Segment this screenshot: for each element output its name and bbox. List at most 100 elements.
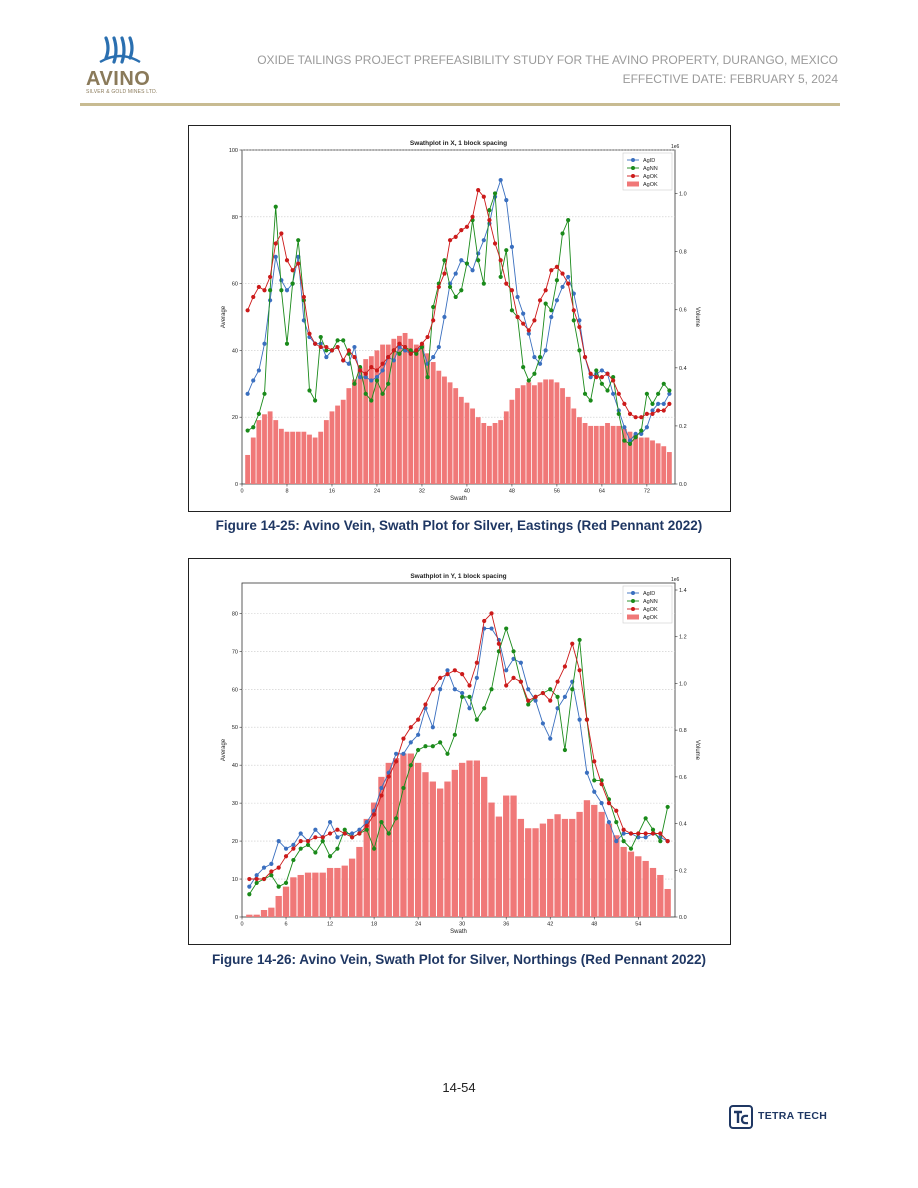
volume-bar xyxy=(642,860,649,917)
y-tick-label: 40 xyxy=(232,763,238,769)
volume-bar xyxy=(481,423,487,484)
data-point-agok xyxy=(464,224,470,229)
chart-title: Swathplot in X, 1 block spacing xyxy=(410,140,507,147)
data-point-agid xyxy=(459,258,464,263)
data-point-agok xyxy=(526,328,531,333)
legend-bar-swatch xyxy=(627,181,639,187)
data-point-agid xyxy=(470,268,475,273)
data-point-agid xyxy=(474,675,479,680)
x-tick-label: 24 xyxy=(415,922,421,928)
data-point-agnn xyxy=(318,334,323,340)
swath-chart-y: 0 6 12 18 24 30 36 42 48 54 0 10 20 30 40 50 60 70 80 0.0 0.… xyxy=(221,573,700,935)
data-point-agnn xyxy=(467,694,472,699)
volume-bar xyxy=(475,417,481,484)
figure-frame-2: 0 6 12 18 24 30 36 42 48 54 0 10 20 30 40 50 60 70 80 0.0 0.… xyxy=(188,558,731,945)
data-point-agnn xyxy=(453,294,458,300)
data-point-agok xyxy=(560,271,565,276)
volume-bar xyxy=(525,828,532,917)
data-point-agid xyxy=(402,348,408,353)
data-point-agid xyxy=(526,331,531,336)
data-point-agnn xyxy=(397,351,402,356)
legend-label: AgOK xyxy=(643,607,658,613)
data-point-agnn xyxy=(284,341,290,346)
data-point-agok xyxy=(498,258,503,263)
volume-bar xyxy=(627,851,635,917)
volume-bar xyxy=(515,388,520,484)
volume-bar xyxy=(565,396,571,484)
data-point-agnn xyxy=(335,338,340,343)
data-point-agid xyxy=(498,177,503,183)
data-point-agid xyxy=(445,668,450,673)
y2-tick-label: 0.8 xyxy=(679,728,687,734)
data-point-agok xyxy=(279,231,284,236)
legend-label: AgID xyxy=(643,591,655,597)
data-point-agok xyxy=(273,241,278,246)
y-tick-label: 0 xyxy=(235,915,238,921)
data-point-agnn xyxy=(363,391,368,396)
volume-bar xyxy=(385,762,392,917)
data-point-agnn xyxy=(526,702,531,707)
x-tick-label: 24 xyxy=(374,489,380,495)
data-point-agok xyxy=(335,344,340,350)
data-point-agid xyxy=(577,717,582,722)
data-point-agnn xyxy=(665,804,670,810)
data-point-agok xyxy=(438,675,443,680)
data-point-agnn xyxy=(644,391,649,396)
volume-bar xyxy=(282,886,290,917)
data-point-agid xyxy=(327,820,333,825)
volume-bar xyxy=(582,423,588,484)
data-point-agok xyxy=(588,371,593,376)
y-tick-label: 60 xyxy=(232,282,238,288)
volume-bar xyxy=(250,437,256,484)
data-point-agid xyxy=(380,368,385,373)
data-point-agnn xyxy=(571,318,576,323)
data-point-agok xyxy=(261,876,267,882)
data-point-agnn xyxy=(262,391,267,396)
data-point-agok xyxy=(256,284,261,290)
data-point-agok xyxy=(425,334,430,340)
volume-bar xyxy=(407,753,414,917)
data-point-agid xyxy=(357,375,363,380)
volume-bar xyxy=(307,434,312,484)
data-point-agid xyxy=(554,298,560,303)
volume-bar xyxy=(370,802,378,917)
data-point-agok xyxy=(296,261,301,266)
data-point-agnn xyxy=(313,850,318,855)
volume-bar xyxy=(593,425,599,484)
volume-bar xyxy=(466,760,473,917)
data-point-agnn xyxy=(643,816,648,821)
data-point-agid xyxy=(533,698,538,703)
volume-bar xyxy=(422,772,429,917)
data-point-agok xyxy=(622,401,627,406)
data-point-agnn xyxy=(320,838,325,844)
volume-bar xyxy=(576,811,583,917)
data-point-agnn xyxy=(509,308,515,313)
data-point-agok xyxy=(656,408,661,413)
data-point-agnn xyxy=(489,687,494,692)
volume-bar xyxy=(442,376,447,484)
data-point-agnn xyxy=(650,401,655,406)
y-tick-label: 100 xyxy=(229,148,238,154)
data-point-agok xyxy=(614,808,619,813)
data-point-agid xyxy=(650,408,655,413)
data-point-agok xyxy=(276,865,281,870)
volume-bar xyxy=(340,399,346,484)
x-tick-label: 40 xyxy=(464,489,470,495)
volume-bar xyxy=(391,338,397,484)
data-point-agnn xyxy=(431,304,436,310)
data-point-agid xyxy=(592,789,597,794)
data-point-agid xyxy=(279,278,284,283)
data-point-agnn xyxy=(324,348,329,353)
x-tick-label: 30 xyxy=(459,922,465,928)
data-point-agok xyxy=(482,618,487,624)
legend-marker xyxy=(631,166,635,170)
data-point-agok xyxy=(401,736,406,741)
data-point-agok xyxy=(335,827,340,832)
data-point-agnn xyxy=(419,344,425,350)
data-point-agok xyxy=(570,641,575,646)
data-point-agid xyxy=(509,244,515,249)
data-point-agnn xyxy=(549,308,554,313)
data-point-agok xyxy=(251,294,256,300)
legend-marker xyxy=(631,599,635,603)
data-point-agid xyxy=(379,785,384,791)
